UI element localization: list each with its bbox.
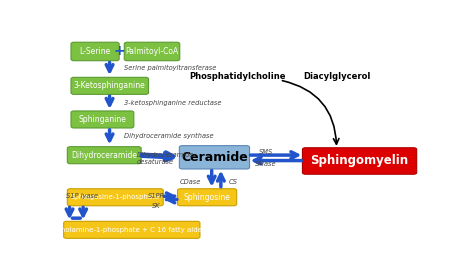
- Text: +: +: [113, 44, 125, 58]
- Text: Diacylglycerol: Diacylglycerol: [303, 72, 370, 81]
- Text: Sphingosine-1-phosphate: Sphingosine-1-phosphate: [71, 194, 160, 200]
- Text: SMase: SMase: [255, 161, 276, 167]
- FancyBboxPatch shape: [71, 42, 119, 61]
- Text: 3-Ketosphinganine: 3-Ketosphinganine: [74, 81, 146, 90]
- Text: Sphingomyelin: Sphingomyelin: [310, 155, 409, 168]
- Text: CS: CS: [228, 179, 237, 185]
- FancyBboxPatch shape: [64, 221, 200, 238]
- FancyBboxPatch shape: [124, 42, 180, 61]
- Text: S1PP: S1PP: [148, 193, 165, 199]
- FancyBboxPatch shape: [71, 77, 148, 94]
- Text: Sphingosine: Sphingosine: [183, 193, 230, 202]
- Text: Dihydroceramide: Dihydroceramide: [71, 151, 137, 160]
- Text: Ethanolamine-1-phosphate + C 16 fatty aldehyde: Ethanolamine-1-phosphate + C 16 fatty al…: [45, 227, 219, 233]
- Text: Dihydroceramide
desaturase: Dihydroceramide desaturase: [137, 152, 194, 165]
- FancyBboxPatch shape: [67, 189, 163, 206]
- Text: SK: SK: [152, 203, 161, 209]
- FancyBboxPatch shape: [179, 146, 249, 169]
- Text: CDase: CDase: [179, 179, 201, 185]
- FancyArrowPatch shape: [283, 81, 339, 144]
- Text: L-Serine: L-Serine: [80, 47, 111, 56]
- Text: S1P lyase: S1P lyase: [66, 193, 98, 199]
- FancyBboxPatch shape: [178, 189, 237, 206]
- Text: Phosphatidylcholine: Phosphatidylcholine: [189, 72, 286, 81]
- Text: 3-ketosphinganine reductase: 3-ketosphinganine reductase: [124, 99, 221, 106]
- Text: Palmitoyl-CoA: Palmitoyl-CoA: [126, 47, 179, 56]
- FancyBboxPatch shape: [71, 111, 134, 128]
- Text: Dihydroceramide synthase: Dihydroceramide synthase: [124, 133, 213, 139]
- Text: SMS: SMS: [259, 149, 273, 155]
- Text: Sphinganine: Sphinganine: [79, 115, 127, 124]
- Text: Ceramide: Ceramide: [181, 151, 248, 164]
- FancyBboxPatch shape: [67, 147, 141, 164]
- Text: Serine palmitoyltransferase: Serine palmitoyltransferase: [124, 65, 216, 71]
- FancyBboxPatch shape: [302, 148, 417, 174]
